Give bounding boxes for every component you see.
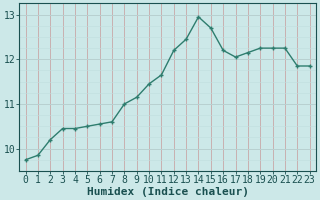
- X-axis label: Humidex (Indice chaleur): Humidex (Indice chaleur): [87, 186, 249, 197]
